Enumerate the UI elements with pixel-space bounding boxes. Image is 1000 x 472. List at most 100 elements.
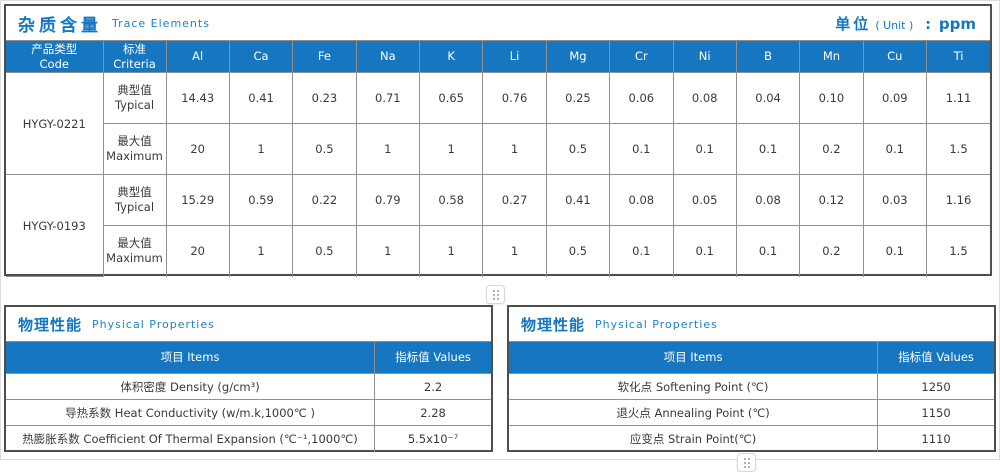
element-value-cell: 0.1 [735,225,801,277]
phys-right-title-bar: 物理性能 Physical Properties [509,307,994,341]
element-value-cell: 1 [355,225,421,277]
element-value-cell: 0.5 [292,123,357,175]
phys-item-cell: 导热系数 Heat Conductivity (w/m.k,1000℃ ) [6,399,376,426]
criteria-zh: 最大值 [117,134,152,149]
criteria-cell: 典型值 Typical [102,72,167,124]
element-value-cell: 1 [228,123,294,175]
phys-value-cell: 1150 [877,399,994,426]
element-value-cell: 14.43 [165,72,230,124]
element-value-cell: 0.79 [355,174,421,226]
element-value-cell: 0.09 [862,72,928,124]
element-value-cell: 0.06 [609,72,674,124]
phys-right-table: 项目 Items 指标值 Values 软化点 Softening Point … [509,341,994,452]
trace-elements-section: 杂质含量 Trace Elements 单位 ( Unit ) : ppm 产品… [4,4,992,277]
col-header-element: Na [355,40,421,73]
criteria-cell: 典型值 Typical [102,174,167,226]
col-header-code-en: Code [39,56,69,71]
col-header-element: Mn [799,40,864,73]
element-value-cell: 15.29 [165,174,230,226]
col-header-element: Ca [228,40,294,73]
trace-title-en: Trace Elements [112,16,210,30]
phys-row: 退火点 Annealing Point (℃) 1150 [509,399,994,426]
phys-left-title-zh: 物理性能 [18,315,83,334]
col-header-element: Cr [609,40,674,73]
unit-value: ppm [938,14,976,33]
criteria-en: Typical [114,98,155,112]
phys-left-title-bar: 物理性能 Physical Properties [6,307,491,341]
phys-left-col-values: 指标值 Values [374,341,491,374]
phys-right-title-en: Physical Properties [595,317,718,331]
element-value-cell: 1 [482,225,547,277]
phys-right-title-zh: 物理性能 [521,315,586,334]
trace-header-row: 产品类型 Code 标准 Criteria Al Ca Fe Na K Li Mg Cr Ni B… [6,40,990,73]
trace-row: HYGY-0221 典型值 Typical 14.43 0.41 0.23 0.71 0.65… [6,72,990,175]
phys-right-col-items-zh: 项目 [663,350,687,365]
trace-title-bar: 杂质含量 Trace Elements 单位 ( Unit ) : ppm [6,6,990,40]
physical-properties-right-section: 物理性能 Physical Properties 项目 Items 指标值 Va… [507,305,996,452]
col-header-element: K [418,40,484,73]
phys-left-title-en: Physical Properties [92,317,215,331]
element-value-cell: 0.23 [292,72,357,124]
criteria-en: Maximum [106,251,163,266]
element-value-cell: 0.05 [672,174,737,226]
element-value-cell: 0.5 [545,225,611,277]
phys-row: 热膨胀系数 Coefficient Of Thermal Expansion (… [6,425,491,452]
element-value-cell: 0.59 [228,174,294,226]
product-code-cell: HYGY-0221 [6,72,104,175]
element-value-cell: 0.1 [672,225,737,277]
col-header-element: B [735,40,801,73]
phys-left-col-values-zh: 指标值 [395,350,430,365]
phys-right-table-body: 软化点 Softening Point (℃) 1250 退火点 Annealing… [509,373,994,452]
criteria-cell: 最大值 Maximum [103,225,167,277]
phys-value-cell: 5.5x10⁻⁷ [374,425,491,452]
criteria-en: Maximum [106,149,163,163]
phys-item-cell: 热膨胀系数 Coefficient Of Thermal Expansion (… [6,425,376,452]
unit-label-zh: 单位 [835,14,872,33]
phys-row: 体积密度 Density (g/cm³) 2.2 [6,373,491,400]
product-code-cell: HYGY-0193 [6,174,104,277]
element-value-cell: 0.03 [862,174,928,226]
phys-value-cell: 2.2 [374,373,491,400]
phys-row: 应变点 Strain Point(℃) 1110 [509,425,994,452]
col-header-element: Ti [926,40,990,73]
phys-left-table-body: 体积密度 Density (g/cm³) 2.2 导热系数 Heat Conduct… [6,373,491,452]
element-value-cell: 1.5 [926,225,990,277]
col-header-element: Al [165,40,230,73]
phys-right-col-items: 项目 Items [509,341,879,374]
phys-row: 软化点 Softening Point (℃) 1250 [509,373,994,400]
element-value-cell: 0.08 [735,174,801,226]
element-value-cell: 0.27 [482,174,547,226]
col-header-element: Cu [862,40,928,73]
phys-left-col-items: 项目 Items [6,341,376,374]
phys-left-col-values-en: Values [433,350,471,365]
phys-left-header-row: 项目 Items 指标值 Values [6,341,491,374]
drag-handle-icon [492,289,499,300]
unit-label-en: ( Unit ) [875,18,914,32]
section-drag-handle-bottom[interactable] [737,453,756,472]
element-value-cell: 1.11 [926,72,990,124]
criteria-zh: 典型值 [117,83,152,98]
element-value-cell: 1 [418,123,484,175]
drag-handle-icon [743,457,750,468]
element-value-cell: 0.1 [672,123,737,175]
trace-row: HYGY-0193 典型值 Typical 15.29 0.59 0.22 0.79 0.58… [6,174,990,277]
trace-table: 产品类型 Code 标准 Criteria Al Ca Fe Na K Li Mg Cr Ni B… [6,40,990,277]
element-value-cell: 0.04 [735,72,801,124]
phys-value-cell: 1110 [877,425,994,452]
phys-item-cell: 应变点 Strain Point(℃) [509,425,879,452]
unit-group: 单位 ( Unit ) : ppm [835,13,976,34]
element-value-cell: 1 [418,225,484,277]
section-drag-handle[interactable] [486,285,505,304]
phys-value-cell: 2.28 [374,399,491,426]
col-header-criteria-zh: 标准 [123,41,146,56]
phys-item-cell: 软化点 Softening Point (℃) [509,373,879,400]
element-value-cell: 0.2 [799,123,864,175]
element-value-cell: 1 [482,123,547,175]
element-value-cell: 0.08 [672,72,737,124]
trace-title-zh: 杂质含量 [18,15,102,36]
phys-left-col-items-zh: 项目 [160,350,184,365]
col-header-element: Li [482,40,547,73]
element-value-cell: 1 [355,123,421,175]
criteria-zh: 最大值 [117,236,152,251]
element-value-cell: 20 [165,123,230,175]
